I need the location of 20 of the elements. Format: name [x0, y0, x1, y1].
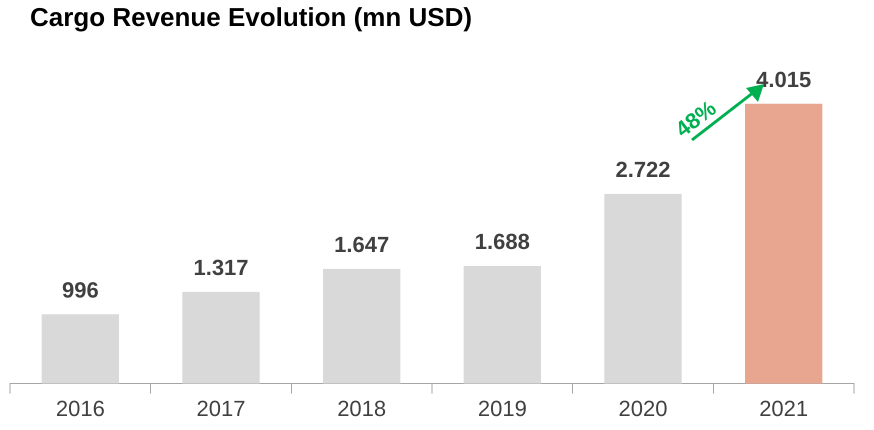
- data-label: 4.015: [756, 66, 812, 92]
- x-tick-label: 2018: [337, 396, 386, 421]
- x-tick-label: 2016: [56, 396, 105, 421]
- bar: [604, 194, 682, 384]
- data-label: 1.688: [474, 229, 530, 254]
- annotation: 48%: [670, 95, 721, 142]
- bar: [42, 314, 120, 384]
- x-tick-label: 2019: [478, 396, 527, 421]
- data-label: 1.647: [334, 232, 390, 257]
- data-label: 1.317: [193, 254, 249, 280]
- x-tick-label: 2021: [759, 396, 808, 421]
- bar: [464, 266, 542, 384]
- chart-title: Cargo Revenue Evolution (mn USD): [30, 2, 472, 33]
- data-label: 2.722: [615, 156, 671, 182]
- bar: [744, 104, 822, 384]
- data-label: 996: [62, 277, 99, 302]
- x-tick-label: 2020: [618, 396, 668, 421]
- bar: [182, 292, 260, 384]
- x-tick-label: 2017: [196, 396, 246, 421]
- bar: [322, 268, 400, 384]
